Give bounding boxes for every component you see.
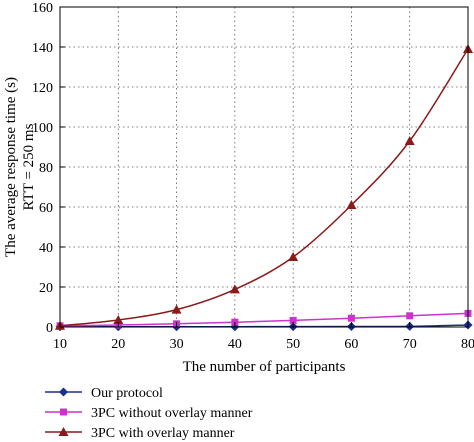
- legend-marker: [59, 387, 68, 397]
- data-point: [229, 284, 240, 294]
- data-point: [347, 314, 355, 322]
- data-point: [406, 312, 414, 320]
- y-tick-label: 140: [32, 41, 53, 56]
- y-tick-label: 40: [39, 241, 53, 256]
- x-tick-label: 50: [286, 337, 300, 352]
- y-tick-label: 160: [32, 1, 53, 16]
- legend-marker: [60, 408, 67, 416]
- data-point: [404, 136, 415, 145]
- x-tick-label: 40: [228, 337, 242, 352]
- legend-label: Our protocol: [91, 386, 163, 401]
- data-point: [289, 316, 297, 324]
- legend-entry-our-protocol: Our protocol: [45, 386, 163, 401]
- series-line: [59, 48, 469, 327]
- y-axis-ticks: 0 20 40 60 80 100 120 140 160: [32, 1, 65, 336]
- data-point: [346, 200, 357, 209]
- x-tick-label: 10: [53, 337, 67, 352]
- x-tick-label: 60: [344, 337, 358, 352]
- y-tick-label: 80: [39, 161, 53, 176]
- grid-lines: [60, 7, 468, 327]
- x-tick-label: 30: [170, 337, 184, 352]
- data-point: [288, 252, 299, 261]
- x-axis-label: The number of participants: [183, 359, 346, 375]
- legend-entry-3pc-without-overlay: 3PC without overlay manner: [45, 406, 253, 421]
- y-tick-label: 100: [32, 121, 53, 136]
- legend: Our protocol 3PC without overlay manner 3P…: [45, 386, 253, 441]
- y-tick-label: 120: [32, 81, 53, 96]
- series-3pc-with-overlay: [55, 44, 473, 330]
- series-line: [59, 312, 469, 327]
- data-point: [171, 304, 182, 314]
- data-point: [113, 315, 124, 324]
- y-axis-label: The average response time (s): [3, 77, 19, 257]
- x-tick-label: 70: [403, 337, 417, 352]
- legend-entry-3pc-with-overlay: 3PC with overlay manner: [45, 426, 235, 441]
- legend-label: 3PC without overlay manner: [91, 406, 253, 421]
- x-tick-label: 20: [111, 337, 125, 352]
- y-tick-label: 60: [39, 201, 53, 216]
- x-axis-ticks: 10 20 30 40 50 60 70 80: [53, 322, 474, 352]
- y-axis-sublabel: RTT = 250 ms: [21, 123, 37, 210]
- y-tick-label: 20: [39, 281, 53, 296]
- x-tick-label: 80: [461, 337, 474, 352]
- y-tick-label: 0: [46, 321, 53, 336]
- legend-marker: [58, 427, 69, 436]
- legend-label: 3PC with overlay manner: [91, 426, 235, 441]
